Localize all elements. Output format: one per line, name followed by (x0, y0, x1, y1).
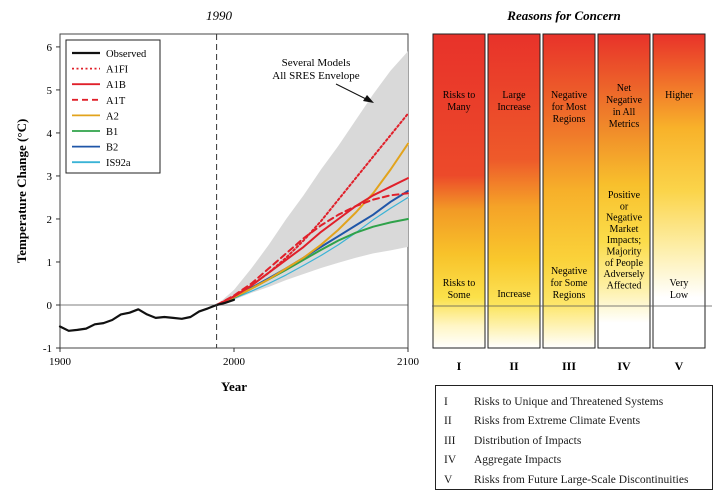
legend-label-observed: Observed (106, 49, 147, 60)
column-numeral: IV (617, 359, 631, 373)
reason-column-bar (432, 33, 486, 349)
key-row: IV Aggregate Impacts (444, 451, 704, 471)
plot-area (58, 33, 409, 349)
legend-frame (65, 39, 161, 174)
column-lower-text: for Some (551, 278, 589, 289)
column-upper-text: Large (502, 90, 526, 101)
column-lower-text: Negative (551, 266, 588, 277)
reason-column-bar (487, 33, 541, 349)
column-middle-text: Majority (607, 247, 642, 258)
right-chart-title: Reasons for Concern (506, 8, 620, 23)
column-upper-text: Net (617, 83, 632, 94)
key-num: III (444, 434, 456, 447)
column-lower-text: Very (670, 278, 689, 289)
key-text: Risks from Future Large-Scale Discontinu… (474, 473, 689, 486)
column-numeral: V (675, 359, 684, 373)
key-row: II Risks from Extreme Climate Events (444, 412, 704, 432)
key-row: V Risks from Future Large-Scale Disconti… (444, 470, 704, 490)
legend-label-a1t: A1T (106, 96, 126, 107)
column-upper-text: Increase (497, 102, 531, 113)
chart-title-1990: 1990 (206, 8, 233, 23)
key-text: Distribution of Impacts (474, 434, 582, 447)
legend-label-is92a: IS92a (106, 158, 131, 169)
key-text: Aggregate Impacts (474, 454, 562, 467)
column-lower-text: Risks to (443, 278, 476, 289)
annotation-arrow-head (363, 95, 374, 103)
y-tick-label: 5 (47, 85, 53, 97)
y-tick-label: 2 (47, 214, 53, 226)
column-upper-text: Negative (606, 95, 643, 106)
column-lower-text: Low (670, 290, 689, 301)
reason-column-bar (542, 33, 596, 349)
y-tick-label: -1 (43, 343, 52, 355)
column-middle-text: of People (605, 258, 644, 269)
annotation-line-1: Several Models (282, 57, 351, 69)
x-tick-label: 2000 (223, 356, 246, 368)
y-tick-label: 3 (47, 171, 53, 183)
column-numeral: I (457, 359, 462, 373)
column-numeral: II (509, 359, 519, 373)
x-axis-label: Year (221, 379, 247, 394)
x-tick-label: 2100 (397, 356, 420, 368)
legend-label-b1: B1 (106, 127, 118, 138)
key-num: I (444, 395, 448, 408)
column-middle-text: Market (610, 224, 639, 235)
y-tick-label: 6 (47, 42, 53, 54)
legend-label-a1b: A1B (106, 80, 126, 91)
chart-legend: Observed A1FI A1B A1T A2 B1 B2 IS92a (65, 39, 161, 174)
sres-envelope (216, 51, 408, 306)
column-lower-text: Regions (553, 290, 586, 301)
column-upper-text: Risks to (443, 90, 476, 101)
column-upper-text: Many (447, 102, 470, 113)
column-middle-text: Negative (606, 213, 643, 224)
column-lower-text: Increase (497, 289, 531, 300)
annotation-line-2: All SRES Envelope (272, 70, 360, 82)
legend-label-a2: A2 (106, 111, 119, 122)
column-upper-text: Higher (665, 90, 693, 101)
series-line-is92a (216, 196, 409, 306)
legend-label-b2: B2 (106, 143, 118, 154)
key-num: IV (444, 454, 457, 467)
reason-column-bar (652, 33, 706, 349)
column-upper-text: for Most (552, 102, 587, 113)
y-tick-label: 4 (47, 128, 53, 140)
column-upper-text: Regions (553, 114, 586, 125)
key-row: I Risks to Unique and Threatened Systems (444, 392, 704, 412)
key-row: III Distribution of Impacts (444, 431, 704, 451)
column-lower-text: Some (448, 290, 471, 301)
column-upper-text: Metrics (609, 119, 640, 130)
x-tick-label: 1900 (49, 356, 72, 368)
legend-label-a1fi: A1FI (106, 65, 129, 76)
key-num: II (444, 415, 452, 428)
column-middle-text: or (620, 201, 629, 212)
column-middle-text: Impacts; (607, 235, 642, 246)
reason-column-bar (597, 33, 651, 349)
column-numeral: III (562, 359, 576, 373)
annotation-arrow-shaft (335, 83, 369, 101)
series-line-observed (58, 298, 236, 332)
y-tick-label: 1 (47, 257, 53, 269)
key-text: Risks to Unique and Threatened Systems (474, 395, 664, 408)
series-line-a2 (215, 142, 409, 306)
column-upper-text: in All (613, 107, 636, 118)
column-middle-text: Adversely (603, 269, 644, 280)
key-text: Risks from Extreme Climate Events (474, 415, 641, 428)
series-line-a1fi (215, 112, 409, 306)
column-upper-text: Negative (551, 90, 588, 101)
y-axis-label: Temperature Change (°C) (14, 119, 29, 264)
column-middle-text: Affected (607, 280, 642, 291)
column-middle-text: Positive (608, 190, 641, 201)
y-tick-label: 0 (47, 300, 53, 312)
key-num: V (444, 473, 453, 486)
reasons-key: I Risks to Unique and Threatened Systems… (435, 385, 713, 490)
